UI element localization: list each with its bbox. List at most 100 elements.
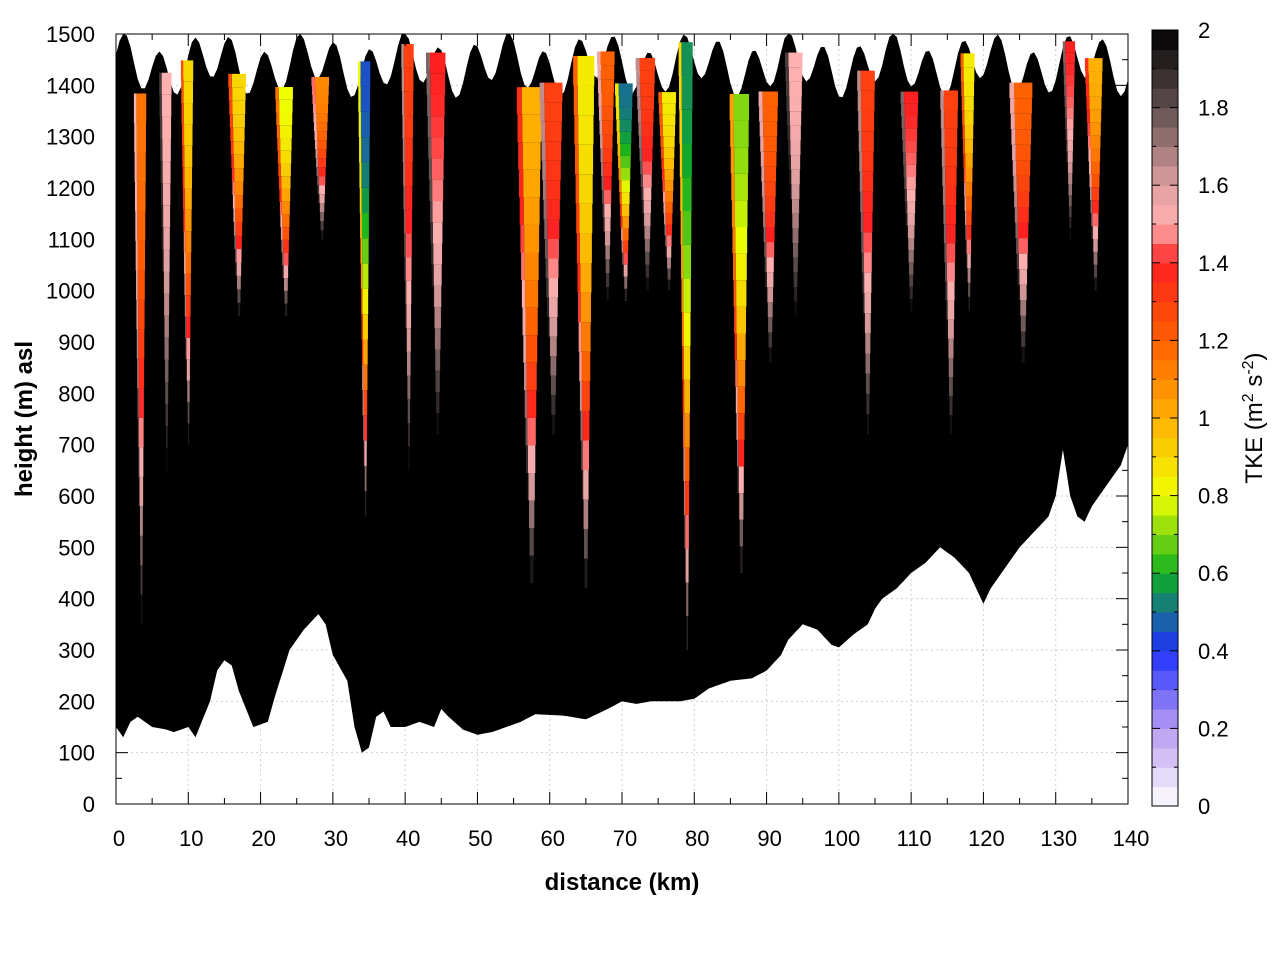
tke-plume-cell <box>1089 83 1102 97</box>
y-tick-label: 400 <box>58 587 95 612</box>
tke-plume-cell <box>1093 264 1098 278</box>
tke-plume-fringe <box>945 300 948 320</box>
tke-plume-cell <box>603 190 612 204</box>
tke-plume-fringe <box>518 142 523 170</box>
tke-plume-cell <box>186 380 190 402</box>
x-tick-label: 140 <box>1113 826 1150 851</box>
tke-plume-cell <box>234 168 244 182</box>
tke-plume-cell <box>861 90 875 112</box>
tke-plume-fringe <box>578 322 582 352</box>
tke-plume-cell <box>163 249 170 272</box>
tke-plume-cell <box>791 184 800 200</box>
tke-plume-fringe <box>758 91 763 107</box>
tke-plume-cell <box>363 364 368 391</box>
tke-plume-cell <box>1088 58 1103 72</box>
tke-plume-cell <box>767 287 774 303</box>
tke-plume-cell <box>909 299 913 312</box>
tke-plume-cell <box>525 280 539 308</box>
tke-plume-cell <box>432 222 443 244</box>
tke-plume-fringe <box>1064 85 1067 97</box>
tke-plume-cell <box>1067 151 1073 163</box>
tke-plume-fringe <box>160 138 163 162</box>
tke-plume-cell <box>735 200 748 228</box>
tke-plume-fringe <box>618 167 621 181</box>
tke-plume-cell <box>905 152 917 165</box>
tke-plume-fringe <box>904 177 907 190</box>
y-tick-label: 0 <box>83 792 95 817</box>
tke-plume-fringe <box>943 224 947 244</box>
tke-plume-cell <box>282 214 290 228</box>
tke-plume-fringe <box>787 140 791 156</box>
tke-plume-cell <box>435 349 441 371</box>
tke-plume-fringe <box>231 168 235 182</box>
tke-plume-cell <box>965 182 973 197</box>
tke-plume-fringe <box>183 231 186 253</box>
tke-plume-cell <box>764 181 776 197</box>
colorbar-title-mid: s <box>1241 375 1268 394</box>
tke-plume-fringe <box>401 67 405 92</box>
tke-plume-fringe <box>159 72 162 95</box>
tke-plume-cell <box>139 506 143 536</box>
x-tick-label: 90 <box>757 826 781 851</box>
tke-plume-fringe <box>233 222 236 236</box>
tke-plume-fringe <box>229 114 233 128</box>
tke-plume-fringe <box>1067 195 1069 207</box>
tke-plume-fringe <box>432 307 435 329</box>
x-tick-label: 80 <box>685 826 709 851</box>
tke-plume-cell <box>1067 129 1074 141</box>
tke-plume-cell <box>523 169 541 198</box>
tke-plume-fringe <box>666 268 668 280</box>
tke-plume-fringe <box>659 125 663 137</box>
tke-plume-cell <box>945 166 957 186</box>
tke-plume-fringe <box>181 124 185 146</box>
colorbar-band <box>1152 30 1178 50</box>
tke-plume-cell <box>319 194 325 204</box>
tke-plume-cell <box>907 201 916 214</box>
tke-plume-fringe <box>766 317 769 333</box>
tke-plume-fringe <box>362 364 364 391</box>
tke-plume-cell <box>664 191 673 203</box>
tke-plume-cell <box>405 233 412 258</box>
tke-plume-cell <box>794 301 797 317</box>
tke-plume-fringe <box>965 225 967 240</box>
tke-plume-cell <box>1018 238 1028 254</box>
tke-plume-fringe <box>1090 200 1093 214</box>
tke-plume-fringe <box>525 417 528 446</box>
tke-plume-cell <box>1014 98 1032 114</box>
tke-plume-cell <box>862 171 874 192</box>
tke-plume <box>573 55 595 589</box>
tke-plume-cell <box>187 401 190 424</box>
tke-plume-cell <box>639 70 655 84</box>
tke-plume-cell <box>685 514 689 549</box>
tke-plume-cell <box>640 83 655 97</box>
tke-plume-cell <box>280 137 292 151</box>
tke-plume-cell <box>545 121 562 142</box>
tke-plume-fringe <box>665 235 667 247</box>
tke-plume-fringe <box>763 227 766 243</box>
tke-plume-fringe <box>786 96 790 112</box>
tke-plume-fringe <box>792 257 794 273</box>
tke-plume-fringe <box>403 186 406 210</box>
tke-plume-cell <box>363 415 367 441</box>
tke-plume-cell <box>580 263 592 293</box>
tke-plume-fringe <box>940 109 945 129</box>
tke-plume-fringe <box>616 107 620 120</box>
tke-plume-fringe <box>403 162 406 187</box>
tke-plume-cell <box>863 212 873 233</box>
tke-plume-fringe <box>282 265 284 279</box>
colorbar-band <box>1152 262 1178 283</box>
tke-plume-fringe <box>162 293 165 316</box>
tke-plume-fringe <box>541 141 546 161</box>
tke-plume-fringe <box>232 195 235 209</box>
tke-plume-fringe <box>360 263 363 289</box>
tke-plume-fringe <box>602 190 604 204</box>
tke-plume-cell <box>362 263 369 289</box>
tke-plume-cell <box>137 181 146 212</box>
tke-plume-fringe <box>312 104 316 114</box>
tke-plume-fringe <box>621 240 623 253</box>
tke-plume-fringe <box>182 145 185 168</box>
tke-plume-cell <box>279 125 292 138</box>
tke-plume-fringe <box>1084 58 1089 72</box>
tke-plume <box>228 73 246 317</box>
tke-plume-cell <box>733 93 750 121</box>
